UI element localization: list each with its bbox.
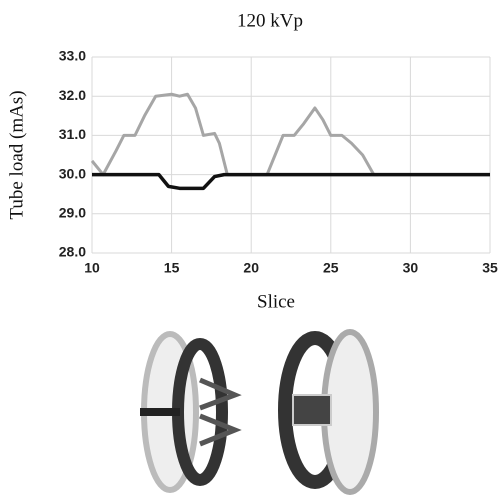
x-tick-label: 25 xyxy=(323,260,339,276)
data-line xyxy=(90,92,379,177)
y-tick-label: 33.0 xyxy=(59,48,86,64)
y-tick-label: 29.0 xyxy=(59,205,86,221)
y-tick-label: 28.0 xyxy=(59,244,86,260)
y-tick-label: 32.0 xyxy=(59,87,86,103)
chart-title: 120 kVp xyxy=(237,10,303,31)
x-tick-label: 10 xyxy=(84,260,100,276)
x-tick-label: 35 xyxy=(482,260,498,276)
ring-image xyxy=(199,377,242,447)
x-tick-label: 30 xyxy=(403,260,419,276)
ring-image xyxy=(292,394,332,426)
x-tick-label: 15 xyxy=(164,260,180,276)
ring-image xyxy=(140,408,180,416)
chart: 120 kVp Slice Tube load (mAs) 28.0 29.0 30… xyxy=(6,10,498,312)
y-tick-label: 31.0 xyxy=(59,126,86,142)
scanner-images xyxy=(140,329,379,495)
y-axis-label: Tube load (mAs) xyxy=(6,90,27,219)
y-tick-label: 30.0 xyxy=(59,165,86,181)
x-tick-label: 20 xyxy=(243,260,259,276)
x-axis-label: Slice xyxy=(257,291,295,312)
data-line xyxy=(92,172,490,191)
